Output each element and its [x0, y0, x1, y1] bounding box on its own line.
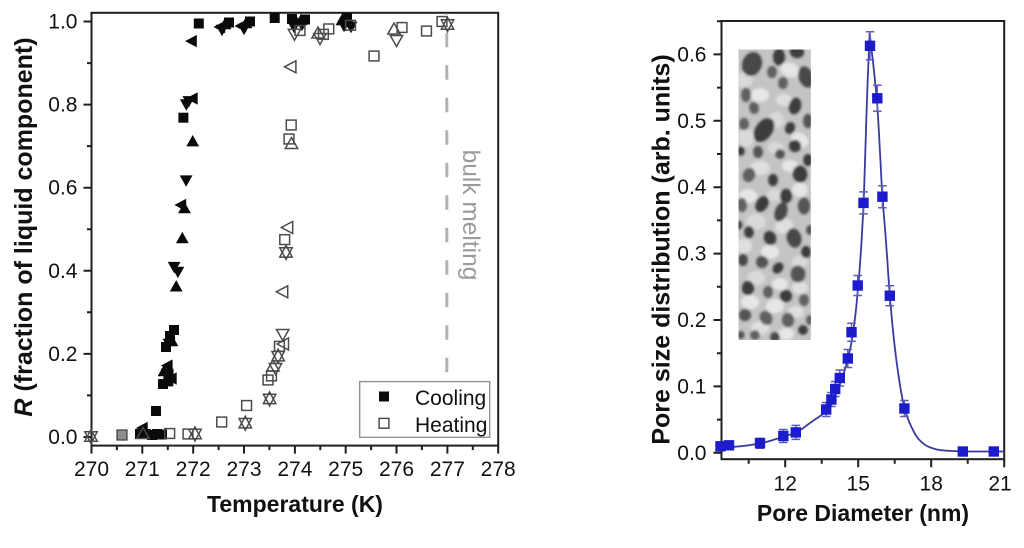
svg-text:Heating: Heating	[415, 414, 487, 437]
svg-text:0.0: 0.0	[677, 442, 706, 465]
svg-text:278: 278	[481, 458, 516, 481]
svg-text:Pore size distribution (arb. u: Pore size distribution (arb. units)	[648, 54, 676, 444]
svg-text:0.5: 0.5	[677, 110, 706, 133]
svg-text:0.8: 0.8	[48, 94, 77, 117]
svg-text:Pore Diameter (nm): Pore Diameter (nm)	[757, 500, 969, 526]
svg-text:21: 21	[988, 473, 1011, 496]
svg-text:274: 274	[277, 458, 312, 481]
svg-text:271: 271	[125, 458, 160, 481]
svg-text:276: 276	[379, 458, 414, 481]
svg-text:R (fraction of liquid componen: R (fraction of liquid component)	[10, 37, 38, 416]
svg-text:0.0: 0.0	[48, 426, 77, 449]
svg-text:Temperature (K): Temperature (K)	[207, 491, 383, 517]
svg-text:0.2: 0.2	[677, 309, 706, 332]
svg-text:0.6: 0.6	[677, 43, 706, 66]
svg-text:277: 277	[430, 458, 465, 481]
svg-text:bulk melting: bulk melting	[457, 150, 484, 281]
svg-text:0.4: 0.4	[48, 260, 78, 283]
svg-text:18: 18	[920, 473, 943, 496]
svg-text:270: 270	[74, 458, 109, 481]
svg-text:12: 12	[774, 473, 797, 496]
svg-text:0.6: 0.6	[48, 177, 77, 200]
svg-text:15: 15	[847, 473, 870, 496]
svg-text:0.4: 0.4	[677, 176, 707, 199]
svg-text:0.2: 0.2	[48, 343, 77, 366]
svg-text:275: 275	[328, 458, 363, 481]
svg-text:1.0: 1.0	[48, 11, 77, 34]
svg-text:0.1: 0.1	[677, 375, 706, 398]
svg-text:0.3: 0.3	[677, 243, 706, 266]
svg-text:272: 272	[176, 458, 211, 481]
svg-text:Cooling: Cooling	[415, 387, 486, 410]
svg-text:273: 273	[226, 458, 261, 481]
